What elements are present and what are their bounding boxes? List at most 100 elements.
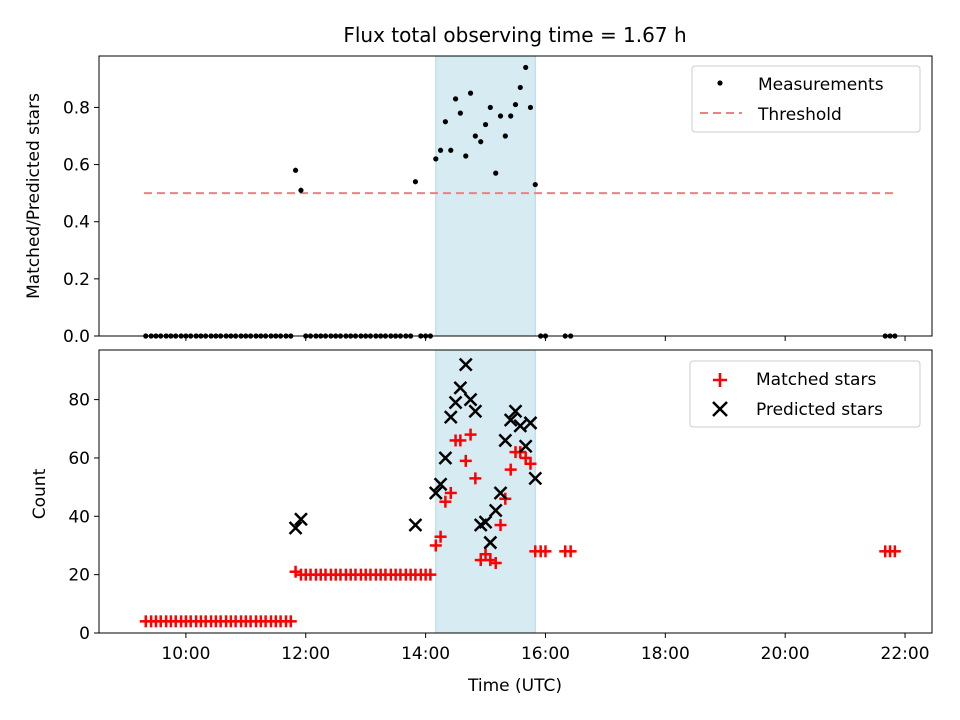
measurement-point — [502, 133, 508, 139]
predicted-point — [513, 418, 528, 433]
matched-point — [439, 495, 452, 508]
x-tick-label: 22:00 — [881, 644, 930, 664]
predicted-point — [498, 433, 513, 448]
x-tick-label: 10:00 — [161, 644, 210, 664]
y-tick-label: 0.6 — [63, 156, 90, 176]
predicted-point — [433, 477, 448, 492]
matched-point — [524, 457, 537, 470]
chart-title: Flux total observing time = 1.67 h — [343, 23, 686, 47]
top-highlight-span — [435, 55, 536, 337]
measurement-point — [437, 147, 444, 153]
measurement-point — [517, 84, 523, 91]
bottom-panel: 0 20 40 60 80 10:00 12:00 14:00 16:00 18:00 20:00… — [30, 349, 933, 696]
matched-point — [459, 454, 472, 467]
y-tick-label: 0.2 — [63, 270, 90, 290]
y-tick-label: 20 — [68, 566, 90, 586]
predicted-points — [288, 357, 543, 550]
matched-point — [284, 615, 297, 628]
y-tick-label: 0.0 — [63, 327, 90, 347]
matched-points — [139, 428, 901, 628]
top-y-ticks: 0.0 0.2 0.4 0.6 0.8 — [63, 98, 99, 347]
predicted-point — [468, 404, 483, 419]
matched-point — [434, 530, 447, 543]
x-tick-label: 18:00 — [641, 644, 690, 664]
measurement-point — [448, 147, 454, 153]
matched-legend-marker — [713, 373, 727, 387]
bottom-x-ticks: 10:00 12:00 14:00 16:00 18:00 20:00 22:00 — [161, 633, 930, 664]
measurement-point — [487, 104, 493, 111]
measurement-point — [512, 101, 519, 108]
x-tick-label: 20:00 — [761, 644, 810, 664]
predicted-point — [438, 451, 453, 465]
matched-point — [444, 486, 457, 499]
measurement-point — [412, 179, 419, 185]
bottom-highlight-span — [435, 349, 536, 634]
predicted-legend-marker — [712, 401, 728, 417]
predicted-point — [483, 535, 498, 550]
x-tick-label: 14:00 — [401, 644, 450, 664]
predicted-point — [453, 381, 468, 395]
x-axis-label: Time (UTC) — [467, 676, 562, 696]
predicted-point — [443, 410, 458, 424]
legend-measurements-label: Measurements — [758, 75, 884, 95]
measurement-point — [442, 119, 448, 125]
y-tick-label: 80 — [68, 391, 90, 411]
measurement-point — [493, 170, 499, 176]
matched-point — [564, 545, 577, 558]
measurement-point — [508, 113, 514, 119]
measurement-point — [472, 133, 478, 139]
matched-point — [888, 545, 901, 558]
measurement-point — [467, 90, 474, 96]
measurements-legend-marker — [717, 80, 723, 86]
legend-matched-label: Matched stars — [756, 370, 876, 390]
y-tick-label: 0.8 — [63, 98, 90, 118]
predicted-point — [508, 404, 523, 419]
measurement-point — [523, 64, 529, 71]
bottom-axes-frame — [98, 349, 933, 634]
y-tick-label: 0.4 — [63, 213, 90, 233]
measurement-point — [457, 110, 463, 116]
top-axes-frame — [98, 55, 933, 337]
matched-point — [469, 472, 482, 485]
predicted-point — [458, 357, 473, 372]
bottom-y-axis-label: Count — [30, 468, 50, 519]
legend-threshold-label: Threshold — [757, 105, 842, 125]
predicted-point — [503, 413, 518, 427]
predicted-point — [294, 512, 308, 527]
predicted-point — [493, 486, 508, 500]
bottom-y-ticks: 0 20 40 60 80 — [68, 391, 99, 644]
matched-point — [504, 463, 517, 476]
predicted-point — [518, 439, 533, 454]
top-legend: Measurements Threshold — [691, 65, 921, 133]
matched-point — [489, 556, 502, 569]
matched-point — [429, 539, 442, 552]
measurement-point — [497, 113, 504, 119]
measurement-point — [298, 187, 304, 193]
x-tick-label: 16:00 — [521, 644, 570, 664]
x-tick-label: 12:00 — [281, 644, 330, 664]
legend-predicted-label: Predicted stars — [756, 400, 883, 420]
measurement-point — [452, 96, 459, 102]
bottom-legend-box — [689, 360, 921, 428]
predicted-point — [478, 515, 493, 530]
matched-point — [539, 545, 552, 558]
matched-point — [494, 519, 507, 532]
predicted-point — [448, 395, 463, 410]
measurement-point — [482, 121, 489, 128]
top-y-axis-label: Matched/Predicted stars — [24, 93, 44, 299]
measurement-point — [532, 181, 538, 188]
predicted-point — [528, 471, 543, 486]
top-x-ticks — [185, 336, 906, 341]
y-tick-label: 40 — [68, 507, 90, 527]
measurement-point — [478, 139, 484, 145]
predicted-point — [463, 392, 478, 407]
y-tick-label: 0 — [79, 624, 90, 644]
matched-point — [464, 428, 477, 441]
top-panel: 0.00.20.40.60.8 Matched/Predicted stars … — [24, 55, 933, 347]
measurement-point — [433, 156, 439, 162]
measurement-point — [292, 167, 299, 173]
measurement-point — [463, 153, 469, 159]
measurement-point — [527, 104, 534, 111]
matched-point — [424, 568, 437, 581]
